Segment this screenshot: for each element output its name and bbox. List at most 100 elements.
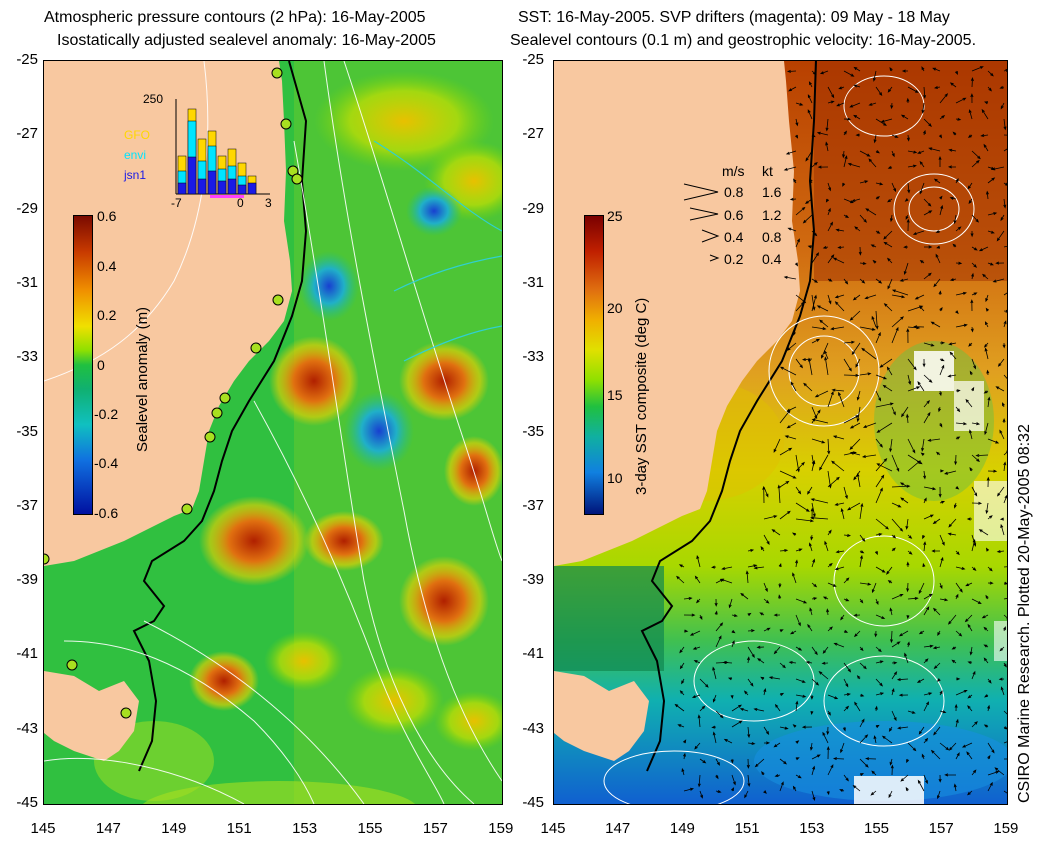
- velocity-arrow: [795, 502, 810, 512]
- velocity-arrow: [792, 572, 797, 584]
- right-lon-tick: 151: [734, 820, 760, 837]
- velocity-arrow: [846, 502, 861, 511]
- velocity-arrow: [795, 461, 805, 472]
- velocity-arrow: [840, 614, 845, 621]
- sst-tick-3: 10: [607, 470, 623, 486]
- velocity-arrow: [931, 549, 940, 553]
- velocity-arrow: [779, 662, 786, 669]
- velocity-arrow: [795, 694, 807, 698]
- velocity-arrow: [692, 646, 701, 650]
- sst-tick-1: 20: [607, 300, 623, 316]
- velocity-arrow: [970, 299, 974, 312]
- velocity-arrow: [938, 134, 943, 139]
- velocity-arrow: [842, 150, 846, 159]
- velocity-arrow: [853, 66, 861, 72]
- velocity-arrow: [891, 641, 901, 648]
- velocity-arrow: [971, 246, 978, 251]
- velocity-arrow: [810, 694, 814, 700]
- velocity-arrow: [779, 549, 789, 553]
- velocity-arrow: [955, 436, 961, 440]
- velocity-arrow: [805, 661, 813, 665]
- velocity-arrow: [891, 518, 904, 532]
- velocity-arrow: [875, 566, 886, 573]
- velocity-arrow: [805, 150, 813, 162]
- velocity-arrow: [827, 710, 831, 716]
- velocity-arrow: [921, 66, 925, 72]
- velocity-arrow: [907, 164, 917, 168]
- velocity-arrow: [879, 358, 893, 368]
- histogram-xtick-zero: 0: [237, 196, 244, 210]
- velocity-arrow: [987, 754, 991, 760]
- velocity-arrow: [921, 102, 925, 114]
- velocity-arrow: [1003, 598, 1007, 600]
- velocity-arrow: [907, 534, 913, 539]
- velocity-arrow: [814, 390, 829, 398]
- velocity-arrow: [982, 273, 989, 280]
- velocity-arrow: [795, 134, 799, 139]
- velocity-arrow: [919, 182, 925, 195]
- velocity-arrow: [779, 366, 797, 376]
- velocity-arrow: [875, 598, 879, 606]
- velocity-arrow: [891, 661, 898, 665]
- velocity-arrow: [875, 278, 883, 284]
- velocity-arrow: [777, 484, 781, 504]
- velocity-arrow: [843, 577, 850, 584]
- velocity-arrow: [955, 550, 960, 556]
- velocity-arrow: [967, 623, 973, 632]
- velocity-arrow: [852, 294, 861, 301]
- velocity-arrow: [745, 570, 749, 584]
- velocity-arrow: [955, 582, 963, 593]
- velocity-arrow: [843, 486, 848, 500]
- velocity-arrow: [991, 166, 1005, 171]
- vel-row3-kt: 0.4: [762, 251, 782, 267]
- velocity-arrow: [827, 626, 833, 632]
- velocity-arrow: [779, 447, 793, 456]
- velocity-arrow: [693, 660, 701, 664]
- velocity-arrow: [955, 690, 968, 696]
- velocity-arrow: [969, 370, 973, 376]
- velocity-arrow: [1003, 245, 1007, 248]
- velocity-arrow: [760, 546, 765, 552]
- velocity-arrow: [827, 694, 839, 700]
- velocity-arrow: [907, 358, 917, 371]
- velocity-arrow: [843, 415, 860, 424]
- velocity-arrow: [928, 147, 941, 152]
- velocity-arrow: [871, 582, 877, 594]
- vel-row2-ms: 0.4: [724, 229, 744, 245]
- velocity-arrow: [949, 82, 957, 88]
- velocity-arrow: [985, 502, 989, 515]
- velocity-arrow: [890, 764, 894, 776]
- velocity-arrow: [949, 351, 957, 360]
- velocity-arrow: [921, 438, 925, 452]
- velocity-arrow: [904, 652, 909, 664]
- velocity-arrow: [824, 356, 829, 376]
- velocity-arrow: [807, 357, 813, 376]
- velocity-arrow: [923, 514, 934, 520]
- velocity-arrow: [830, 326, 845, 331]
- left-lat-tick: -35: [16, 422, 38, 440]
- velocity-arrow: [939, 582, 943, 590]
- velocity-arrow: [923, 644, 934, 648]
- left-lon-tick: 155: [357, 820, 383, 837]
- velocity-arrow: [779, 470, 797, 479]
- velocity-arrow: [951, 646, 957, 650]
- velocity-arrow: [811, 678, 820, 686]
- velocity-arrow: [936, 678, 941, 682]
- right-lat-tick: -35: [522, 422, 544, 440]
- velocity-arrow: [874, 705, 878, 712]
- velocity-arrow: [795, 598, 808, 604]
- velocity-arrow: [971, 670, 976, 680]
- velocity-arrow: [801, 725, 813, 729]
- velocity-arrow: [856, 406, 861, 423]
- velocity-arrow: [924, 245, 933, 249]
- velocity-arrow: [865, 757, 877, 761]
- velocity-arrow: [849, 310, 861, 321]
- velocity-arrow: [849, 438, 861, 450]
- velocity-arrow: [907, 438, 916, 454]
- velocity-arrow: [826, 790, 830, 796]
- velocity-arrow: [786, 342, 797, 351]
- velocity-arrow: [948, 342, 957, 346]
- velocity-arrow: [817, 165, 829, 169]
- velocity-arrow: [822, 245, 829, 249]
- velocity-arrow: [967, 790, 973, 796]
